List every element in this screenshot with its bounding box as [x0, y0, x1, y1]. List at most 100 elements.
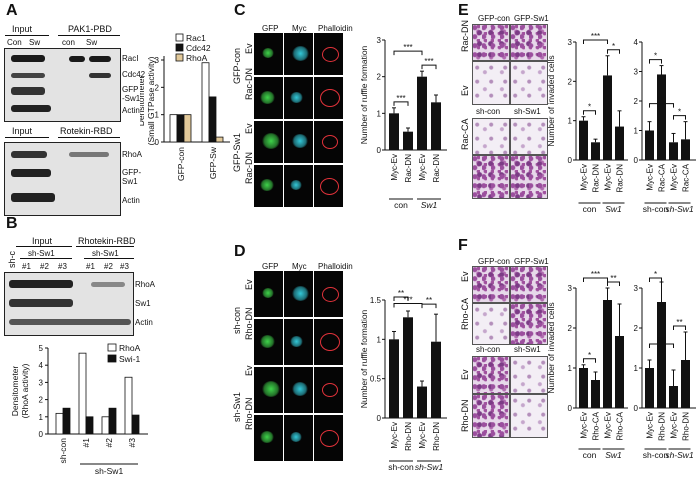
- micrograph-tile: [314, 271, 343, 317]
- y-tick-label: 1: [568, 364, 573, 373]
- cell-stain: [320, 177, 339, 195]
- wells-f-row-4: Rho-DN: [460, 399, 470, 432]
- micro-c-col-gfp: GFP: [262, 24, 279, 33]
- x-tick-label: #3: [127, 438, 137, 448]
- micro-d-row-3: Ev: [244, 365, 254, 376]
- micro-d-group-2: sh-Sw1: [232, 391, 242, 422]
- x-tick-label: Myc-Ev: [390, 422, 399, 449]
- blot-b-row-sw1: Sw1: [135, 299, 151, 308]
- micro-c-group-1: GFP-con: [232, 47, 242, 84]
- micro-d-row-2: Rho-DN: [244, 307, 254, 340]
- legend-swatch: [175, 43, 184, 52]
- bar: [615, 336, 624, 408]
- bar-swi-1: [62, 407, 71, 435]
- panel-label-d: D: [234, 243, 246, 260]
- bar-swi-1: [85, 416, 94, 435]
- blot-b-sub-sw-input: sh-Sw1: [28, 249, 55, 258]
- blot-b-header-line-rbd: [76, 246, 134, 247]
- cell-stain: [292, 285, 309, 301]
- micro-d-col-gfp: GFP: [262, 262, 279, 271]
- significance-label: *: [678, 108, 681, 117]
- cell-stain: [260, 179, 274, 191]
- micro-d-col-myc: Myc: [292, 262, 307, 271]
- legend-swatch: [175, 53, 184, 62]
- y-axis-label: Number of ruffle formation: [359, 309, 369, 408]
- wells-e-row-1: Rac-DN: [460, 19, 470, 52]
- micro-d-col-phalloidin: Phalloidin: [318, 262, 353, 271]
- group-label: con: [583, 204, 597, 214]
- x-tick-label: Rho-CA: [592, 411, 601, 440]
- y-tick-label: 0: [568, 404, 573, 413]
- micrograph-tile: [314, 33, 343, 75]
- y-tick-label: 2: [155, 83, 160, 92]
- well-f-4-2: [510, 394, 548, 438]
- micrograph-tile: [284, 77, 313, 119]
- bar-rhoa: [55, 412, 64, 435]
- micrograph-tile: [284, 121, 313, 163]
- legend-label: Swi-1: [119, 354, 141, 364]
- group-label: con: [583, 450, 597, 460]
- chart-b: 0 1 2 3 4 5 Densitometer (RhoA activity) sh-con #…: [10, 343, 148, 476]
- y-tick-label: 3: [568, 284, 573, 293]
- blot-b-header-input: Input: [32, 236, 53, 246]
- group-label: sh-con: [643, 204, 669, 214]
- blot-a1-header-input: Input: [12, 24, 33, 34]
- wells-f-row-3: Ev: [460, 369, 470, 380]
- cell-stain: [322, 383, 338, 397]
- y-tick-label: 0.5: [370, 375, 382, 384]
- significance-bracket: [607, 281, 620, 286]
- significance-bracket: [649, 103, 674, 108]
- blot-a2-row-rhoa: RhoA: [122, 150, 143, 159]
- significance-bracket: [421, 64, 437, 70]
- blot-b-row-rhoa: RhoA: [135, 280, 156, 289]
- cell-stain: [322, 286, 339, 302]
- x-tick-label: #1: [81, 438, 91, 448]
- y-tick-label: 0: [39, 430, 44, 439]
- blot-b-header-line-input: [16, 246, 72, 247]
- significance-label: *: [588, 103, 591, 112]
- cell-stain: [320, 333, 340, 351]
- wells-e-row-3: Rac-CA: [460, 118, 470, 150]
- y-tick-label: 0: [377, 414, 382, 423]
- significance-label: **: [676, 318, 682, 327]
- cell-stain: [260, 431, 274, 443]
- bar-rhoa: [215, 136, 224, 143]
- cell-stain: [322, 46, 339, 62]
- bar: [579, 120, 588, 160]
- legend-label: RhoA: [186, 53, 208, 63]
- y-tick-label: 1: [155, 111, 160, 120]
- significance-bracket: [393, 101, 409, 106]
- bar: [579, 368, 588, 408]
- wells-f-col-2: GFP-Sw1: [514, 257, 549, 266]
- x-tick-label: Myc-Ev: [604, 164, 613, 191]
- bar: [431, 341, 441, 418]
- micrograph-tile: [314, 121, 343, 163]
- y-tick-label: 0: [634, 156, 639, 165]
- x-tick-label: Myc-Ev: [580, 412, 589, 439]
- micro-d-group-1: sh-con: [232, 306, 242, 334]
- x-tick-label: Rac-CA: [658, 163, 667, 192]
- bar: [417, 76, 427, 150]
- x-tick-label: Rho-DN: [404, 422, 413, 451]
- blot-a1-header-pbd: PAK1-PBD: [68, 24, 112, 34]
- x-tick-label: Rho-DN: [432, 422, 441, 451]
- significance-label: ***: [424, 57, 433, 66]
- bar-rac1: [201, 62, 210, 143]
- blot-a1-col-1: Con: [7, 38, 22, 47]
- wells-e-col-1: GFP-con: [478, 14, 511, 23]
- well-e-4-1: [472, 155, 510, 199]
- bar: [645, 130, 654, 160]
- cell-stain: [320, 429, 339, 447]
- significance-bracket: [583, 277, 608, 282]
- micrograph-tile: [284, 319, 313, 365]
- blot-b-col-shc: sh-c: [7, 250, 17, 268]
- cell-stain: [262, 48, 274, 58]
- cell-stain: [292, 45, 309, 61]
- bar: [645, 368, 654, 408]
- significance-label: ***: [403, 295, 412, 304]
- bar: [669, 142, 678, 160]
- x-tick-label: Myc-Ev: [580, 164, 589, 191]
- x-tick-label: Myc-Ev: [670, 412, 679, 439]
